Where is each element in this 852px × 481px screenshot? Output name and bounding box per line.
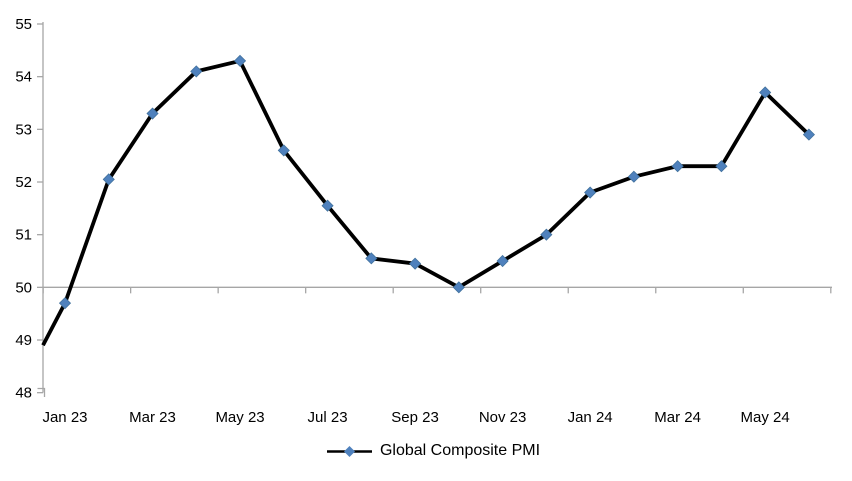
data-point-marker [321, 199, 334, 212]
y-tick-label: 49 [15, 332, 32, 349]
x-tick-label: Mar 24 [654, 409, 701, 426]
series-line [41, 58, 811, 347]
data-point-marker [496, 254, 509, 268]
data-point-marker [146, 107, 159, 120]
legend-line-marker-icon [326, 445, 372, 457]
axes-group [37, 22, 832, 397]
y-tick-label: 51 [15, 227, 32, 244]
x-tick-label: Mar 23 [129, 409, 176, 426]
y-tick-label: 48 [15, 385, 32, 402]
x-tick-label: May 24 [741, 409, 790, 426]
data-point-marker [627, 170, 640, 183]
data-point-marker [715, 160, 728, 173]
data-point-marker [190, 65, 203, 78]
x-tick-label: Jan 24 [568, 409, 613, 426]
y-tick-label: 53 [15, 121, 32, 138]
x-tick-label: Jul 23 [308, 409, 348, 426]
data-point-marker [102, 173, 115, 186]
y-tick-label: 54 [15, 69, 32, 86]
data-point-marker [365, 252, 378, 265]
legend-label: Global Composite PMI [379, 442, 541, 459]
data-point-marker [540, 228, 553, 241]
data-point-marker [671, 160, 684, 173]
x-tick-label: May 23 [215, 409, 264, 426]
x-axis-labels: Jan 23 Mar 23 May 23 Jul 23 Sep 23 Nov 23 Jan … [42, 409, 789, 426]
x-tick-label: Nov 23 [479, 409, 527, 426]
y-tick-label: 50 [15, 279, 32, 296]
data-point-marker [277, 144, 290, 157]
data-point-marker [452, 281, 465, 294]
data-point-marker [58, 297, 72, 310]
data-point-marker [233, 54, 247, 67]
x-tick-label: Sep 23 [391, 409, 439, 426]
x-tick-label: Jan 23 [42, 409, 87, 426]
y-tick-label: 55 [15, 16, 32, 33]
y-axis-labels: 55 54 53 52 51 50 49 48 [15, 16, 32, 402]
y-tick-label: 52 [15, 174, 32, 191]
series-markers [58, 54, 815, 310]
axis-corner-stub [37, 387, 46, 397]
legend: Global Composite PMI [0, 442, 852, 460]
data-point-marker [409, 257, 422, 270]
data-point-marker [802, 128, 815, 141]
data-point-marker [759, 86, 772, 99]
data-point-marker [584, 186, 597, 199]
